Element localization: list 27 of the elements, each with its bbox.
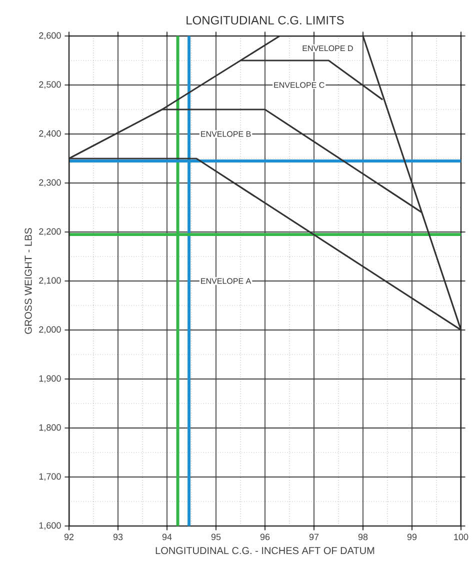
- annotation: ENVELOPE A: [201, 278, 252, 284]
- y-tick-label: 1,700: [39, 473, 61, 481]
- x-tick-label: 92: [64, 534, 74, 540]
- x-tick-label: 97: [309, 534, 319, 540]
- y-tick-label: 1,900: [39, 375, 61, 383]
- y-tick-label: 2,600: [39, 32, 61, 40]
- y-tick-label: 2,400: [39, 130, 61, 138]
- chart-title: LONGITUDIANL C.G. LIMITS: [186, 16, 344, 24]
- y-tick-label: 2,300: [39, 179, 61, 187]
- x-axis-title: LONGITUDINAL C.G. - INCHES AFT OF DATUM: [156, 547, 374, 554]
- y-tick-label: 2,200: [39, 228, 61, 236]
- x-tick-label: 93: [113, 534, 123, 540]
- x-tick-label: 96: [260, 534, 270, 540]
- annotation: ENVELOPE C: [274, 82, 324, 88]
- y-tick-label: 2,000: [39, 326, 61, 334]
- annotation: ENVELOPE B: [201, 131, 251, 137]
- y-tick-label: 1,600: [39, 522, 61, 530]
- x-tick-label: 95: [211, 534, 221, 540]
- x-tick-label: 100: [454, 534, 468, 540]
- y-tick-label: 2,100: [39, 277, 61, 285]
- y-tick-label: 1,800: [39, 424, 61, 432]
- x-tick-label: 99: [407, 534, 417, 540]
- y-tick-label: 2,500: [39, 81, 61, 89]
- y-axis-title: GROSS WEIGHT - LBS: [24, 228, 32, 334]
- x-tick-label: 94: [162, 534, 172, 540]
- x-tick-label: 98: [358, 534, 368, 540]
- annotation: ENVELOPE D: [302, 45, 353, 52]
